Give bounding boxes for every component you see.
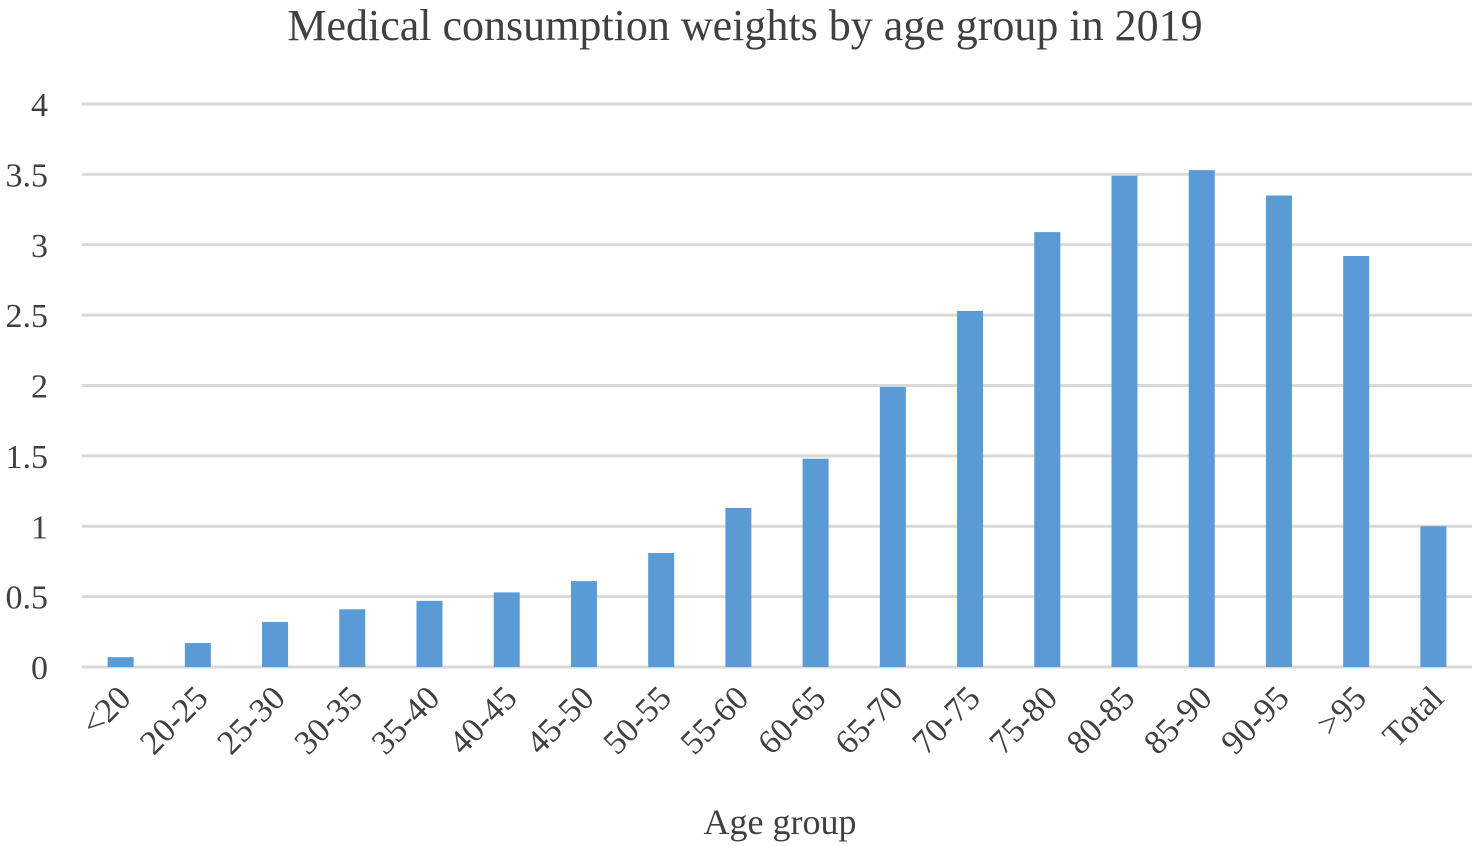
bar [1111, 175, 1138, 667]
x-tick-label: 55-60 [674, 679, 756, 761]
bar [1188, 170, 1215, 667]
bar [879, 386, 906, 667]
y-tick-label: 2 [31, 369, 48, 406]
bar [262, 621, 289, 667]
y-tick-label: 1.5 [6, 439, 49, 476]
bar [1034, 232, 1061, 667]
bar [339, 609, 366, 667]
y-tick-label: 1 [31, 509, 48, 546]
bar [570, 581, 597, 667]
x-tick-label: Total [1376, 679, 1451, 754]
y-tick-label: 4 [31, 87, 48, 124]
x-tick-label: 65-70 [828, 679, 910, 761]
gridlines [82, 102, 1472, 669]
x-tick-label: 35-40 [365, 679, 447, 761]
bar [648, 552, 675, 667]
bars [107, 170, 1447, 668]
bar [416, 600, 443, 667]
x-tick-label: 40-45 [442, 679, 524, 761]
x-tick-label: 45-50 [519, 679, 601, 761]
chart-title: Medical consumption weights by age group… [287, 1, 1202, 50]
x-tick-label: 60-65 [751, 679, 833, 761]
y-tick-label: 3 [31, 228, 48, 265]
y-axis-ticks: 0 0.5 1 1.5 2 2.5 3 3.5 4 [6, 87, 49, 687]
x-tick-label: 25-30 [210, 679, 292, 761]
x-tick-label: 80-85 [1060, 679, 1142, 761]
bar [1265, 195, 1292, 668]
bar [1343, 256, 1370, 667]
y-tick-label: 0 [31, 650, 48, 687]
x-tick-label: 20-25 [133, 679, 215, 761]
y-tick-label: 2.5 [6, 298, 49, 335]
x-tick-label: <20 [74, 679, 138, 743]
x-tick-label: 70-75 [905, 679, 987, 761]
x-axis-ticks: <2020-2525-3030-3535-4040-4545-5050-5555… [74, 679, 1451, 761]
bar [957, 310, 984, 667]
bar [1420, 526, 1447, 667]
bar [107, 657, 134, 667]
y-tick-label: 3.5 [6, 157, 49, 194]
x-tick-label: 75-80 [983, 679, 1065, 761]
bar [725, 507, 752, 667]
bar [802, 458, 829, 667]
x-tick-label: 85-90 [1137, 679, 1219, 761]
x-tick-label: 30-35 [288, 679, 370, 761]
x-tick-label: >95 [1310, 679, 1374, 743]
x-axis-label: Age group [704, 802, 857, 842]
bar [184, 643, 211, 667]
bar [493, 592, 520, 667]
y-tick-label: 0.5 [6, 580, 49, 617]
x-tick-label: 90-95 [1214, 679, 1296, 761]
x-tick-label: 50-55 [597, 679, 679, 761]
